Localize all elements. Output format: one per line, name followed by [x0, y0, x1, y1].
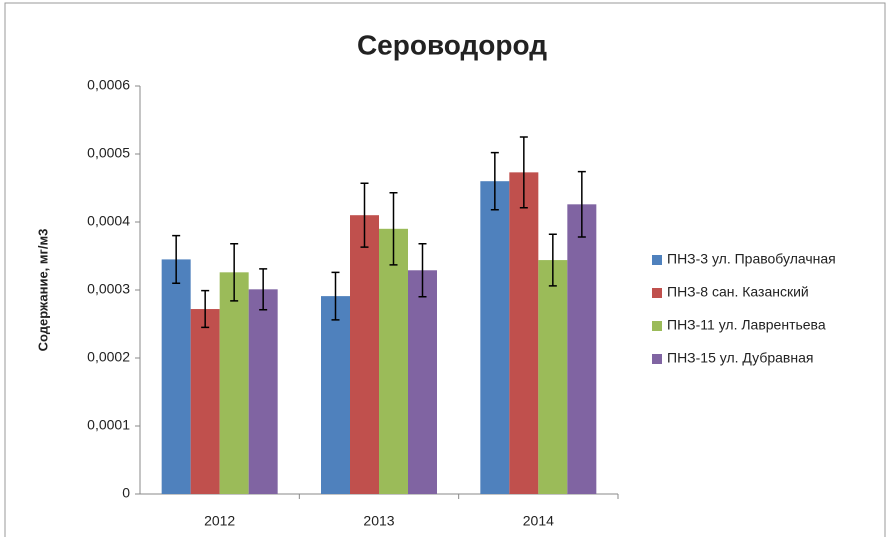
- x-tick-label: 2013: [363, 513, 394, 529]
- y-tick-label: 0,0006: [87, 77, 130, 93]
- bar: [538, 260, 568, 494]
- legend-swatch: [652, 321, 662, 331]
- error-bar: [548, 233, 557, 287]
- legend-label: ПНЗ-15 ул. Дубравная: [667, 350, 813, 366]
- bar: [509, 172, 539, 495]
- error-bar: [172, 234, 181, 284]
- error-bar: [418, 243, 427, 298]
- y-tick-label: 0,0005: [87, 145, 130, 161]
- x-tick-label: 2014: [523, 513, 554, 529]
- bar: [161, 259, 191, 494]
- error-bar: [331, 271, 340, 321]
- error-bar: [519, 136, 528, 209]
- legend-swatch: [652, 255, 662, 265]
- bar: [379, 228, 408, 495]
- legend-label: ПНЗ-11 ул. Лаврентьева: [667, 317, 826, 333]
- y-axis-label: Содержание, мг/м3: [35, 229, 50, 352]
- legend-swatch: [652, 288, 662, 298]
- bar: [248, 289, 278, 494]
- legend-label: ПНЗ-8 сан. Казанский: [667, 284, 809, 300]
- bar: [350, 215, 379, 494]
- bar: [408, 270, 437, 494]
- y-tick-label: 0,0004: [87, 213, 130, 229]
- y-tick-label: 0,0002: [87, 349, 130, 365]
- chart-title: Сероводород: [357, 29, 547, 60]
- error-bar: [201, 289, 210, 329]
- bar: [567, 204, 597, 494]
- y-tick-label: 0: [122, 485, 130, 501]
- error-bar: [259, 268, 268, 311]
- chart-border: [4, 2, 886, 537]
- legend-swatch: [652, 354, 662, 364]
- error-bar: [230, 243, 239, 302]
- bar: [190, 309, 220, 494]
- y-tick-label: 0,0003: [87, 281, 130, 297]
- error-bar: [577, 170, 586, 238]
- error-bar: [389, 192, 398, 266]
- error-bar: [360, 182, 369, 248]
- error-bar: [490, 151, 499, 211]
- x-tick-label: 2012: [204, 513, 235, 529]
- legend-label: ПНЗ-3 ул. Правобулачная: [667, 251, 836, 267]
- bar: [480, 181, 510, 494]
- bar: [321, 296, 350, 494]
- bar: [219, 272, 249, 494]
- y-tick-label: 0,0001: [87, 417, 130, 433]
